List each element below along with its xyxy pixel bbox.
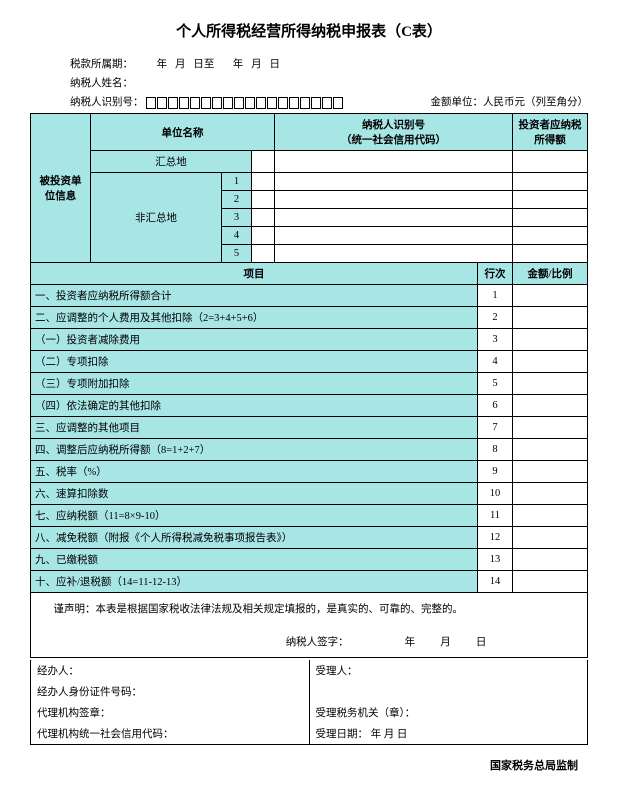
col-seq: 行次: [478, 263, 513, 285]
taxpayer-name-label: 纳税人姓名：: [70, 78, 133, 89]
cell[interactable]: [513, 329, 588, 351]
cell[interactable]: [513, 351, 588, 373]
cell[interactable]: [275, 191, 513, 209]
cell[interactable]: [275, 209, 513, 227]
taxpayer-name-row: 纳税人姓名：: [70, 75, 588, 90]
taxpayer-id-label: 纳税人识别号：: [70, 97, 144, 108]
cell[interactable]: [513, 151, 588, 173]
taxpayer-id-row: 纳税人识别号： 金额单位：人民币元（列至角分）: [70, 94, 588, 109]
cell[interactable]: [275, 173, 513, 191]
item-label: 一、投资者应纳税所得额合计: [31, 285, 478, 307]
col-tax-id: 纳税人识别号 （统一社会信用代码）: [275, 114, 513, 151]
non-summary: 非汇总地: [91, 173, 222, 263]
currency-unit: 金额单位：人民币元（列至角分）: [431, 94, 589, 109]
footer-table: 经办人： 受理人： 经办人身份证件号码： 代理机构签章： 受理税务机关（章）： …: [30, 660, 588, 745]
col-amount: 金额/比例: [513, 263, 588, 285]
row-n: 2: [221, 191, 251, 209]
seq: 3: [478, 329, 513, 351]
cell[interactable]: [513, 395, 588, 417]
item-label: 六、速算扣除数: [31, 483, 478, 505]
invested-unit-label: 被投资单位信息: [31, 114, 91, 263]
cell[interactable]: [513, 417, 588, 439]
accept-org: 受理税务机关（章）：: [309, 702, 588, 723]
cell[interactable]: [513, 549, 588, 571]
cell[interactable]: [513, 191, 588, 209]
cell[interactable]: [251, 227, 274, 245]
cell[interactable]: [251, 245, 274, 263]
cell[interactable]: [513, 505, 588, 527]
row-n: 3: [221, 209, 251, 227]
item-label: 七、应纳税额（11=8×9-10）: [31, 505, 478, 527]
signature-row: 纳税人签字： 年 月 日: [43, 634, 575, 649]
handler: 经办人：: [31, 660, 310, 681]
col-item: 项目: [31, 263, 478, 285]
item-label: 四、调整后应纳税所得额（8=1+2+7）: [31, 439, 478, 461]
period-fill: 年 月 日至 年 月 日: [136, 59, 280, 70]
period-row: 税款所属期： 年 月 日至 年 月 日: [70, 56, 588, 71]
sig-label: 纳税人签字：: [286, 637, 349, 648]
col-investor-tax: 投资者应纳税 所得额: [513, 114, 588, 151]
handler-id: 经办人身份证件号码：: [31, 681, 310, 702]
item-label: 九、已缴税额: [31, 549, 478, 571]
item-label: （三）专项附加扣除: [31, 373, 478, 395]
item-label: 三、应调整的其他项目: [31, 417, 478, 439]
form-title: 个人所得税经营所得纳税申报表（C表）: [30, 20, 588, 41]
seq: 6: [478, 395, 513, 417]
cell[interactable]: [513, 245, 588, 263]
item-label: 十、应补/退税额（14=11-12-13）: [31, 571, 478, 593]
cell[interactable]: [513, 209, 588, 227]
main-table: 被投资单位信息 单位名称 纳税人识别号 （统一社会信用代码） 投资者应纳税 所得…: [30, 113, 588, 593]
item-label: （一）投资者减除费用: [31, 329, 478, 351]
cell[interactable]: [275, 151, 513, 173]
agent-code: 代理机构统一社会信用代码：: [31, 723, 310, 745]
row-n: 4: [221, 227, 251, 245]
id-boxes: [146, 97, 344, 109]
cell[interactable]: [513, 439, 588, 461]
seq: 12: [478, 527, 513, 549]
cell[interactable]: [251, 173, 274, 191]
accept-date: 受理日期： 年 月 日: [309, 723, 588, 745]
seq: 11: [478, 505, 513, 527]
cell[interactable]: [513, 373, 588, 395]
item-label: （二）专项扣除: [31, 351, 478, 373]
declaration-text: 谨声明：本表是根据国家税收法律法规及相关规定填报的，是真实的、可靠的、完整的。: [43, 601, 575, 616]
seq: 13: [478, 549, 513, 571]
cell[interactable]: [251, 191, 274, 209]
summary-place: 汇总地: [91, 151, 252, 173]
agent-stamp: 代理机构签章：: [31, 702, 310, 723]
cell[interactable]: [275, 227, 513, 245]
acceptor: 受理人：: [309, 660, 588, 681]
cell[interactable]: [251, 209, 274, 227]
item-label: 八、减免税额（附报《个人所得税减免税事项报告表》）: [31, 527, 478, 549]
cell[interactable]: [513, 227, 588, 245]
item-label: 二、应调整的个人费用及其他扣除（2=3+4+5+6）: [31, 307, 478, 329]
cell[interactable]: [275, 245, 513, 263]
seq: 7: [478, 417, 513, 439]
period-label: 税款所属期：: [70, 59, 133, 70]
seq: 5: [478, 373, 513, 395]
row-n: 1: [221, 173, 251, 191]
item-label: （四）依法确定的其他扣除: [31, 395, 478, 417]
col-unit-name: 单位名称: [91, 114, 275, 151]
cell[interactable]: [513, 461, 588, 483]
cell[interactable]: [513, 173, 588, 191]
cell[interactable]: [513, 307, 588, 329]
seq: 8: [478, 439, 513, 461]
row-n: 5: [221, 245, 251, 263]
cell[interactable]: [513, 285, 588, 307]
seq: 4: [478, 351, 513, 373]
declaration-box: 谨声明：本表是根据国家税收法律法规及相关规定填报的，是真实的、可靠的、完整的。 …: [30, 593, 588, 658]
seq: 10: [478, 483, 513, 505]
cell[interactable]: [513, 483, 588, 505]
seq: 9: [478, 461, 513, 483]
cell[interactable]: [251, 151, 274, 173]
empty: [309, 681, 588, 702]
seq: 1: [478, 285, 513, 307]
item-label: 五、税率（%）: [31, 461, 478, 483]
seq: 2: [478, 307, 513, 329]
cell[interactable]: [513, 527, 588, 549]
seq: 14: [478, 571, 513, 593]
cell[interactable]: [513, 571, 588, 593]
